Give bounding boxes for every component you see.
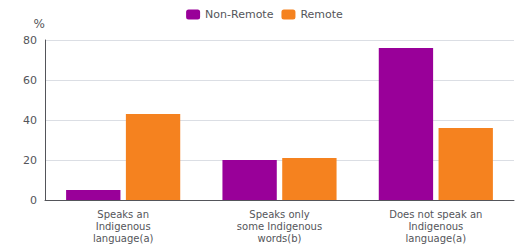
svg-text:Speaks an: Speaks an	[97, 209, 149, 220]
svg-text:Speaks only: Speaks only	[249, 209, 309, 220]
svg-text:Indigenous: Indigenous	[408, 221, 463, 232]
svg-text:Indigenous: Indigenous	[96, 221, 151, 232]
svg-text:60: 60	[23, 74, 37, 87]
svg-text:Remote: Remote	[300, 8, 343, 21]
svg-text:20: 20	[23, 154, 37, 167]
svg-text:%: %	[34, 17, 45, 31]
svg-text:Non-Remote: Non-Remote	[205, 8, 274, 21]
svg-text:80: 80	[23, 34, 37, 47]
svg-text:some Indigenous: some Indigenous	[237, 221, 322, 232]
svg-text:Does not speak an: Does not speak an	[389, 209, 482, 220]
svg-text:40: 40	[23, 114, 37, 127]
svg-text:words(b): words(b)	[258, 233, 302, 244]
svg-text:0: 0	[30, 194, 37, 207]
svg-text:language(a): language(a)	[406, 233, 467, 244]
svg-text:language(a): language(a)	[93, 233, 154, 244]
